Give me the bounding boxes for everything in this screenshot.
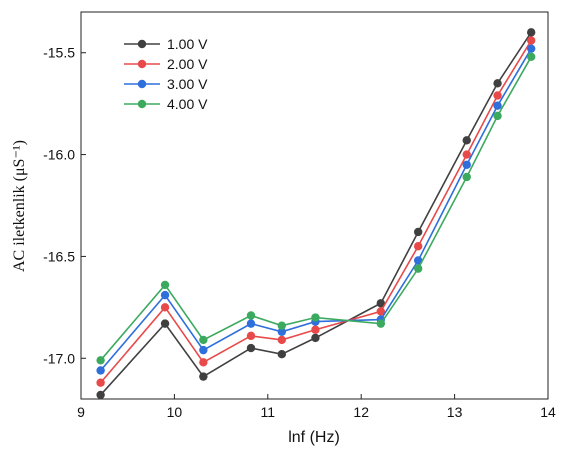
series-2 [96, 36, 536, 387]
x-tick-label: 12 [353, 404, 369, 420]
data-point [493, 101, 502, 110]
data-point [277, 327, 287, 336]
y-tick-label: -16.0 [43, 147, 75, 163]
data-point [199, 358, 208, 367]
data-point [462, 160, 471, 169]
series-1 [96, 28, 536, 400]
x-tick-label: 14 [540, 404, 556, 420]
data-point [413, 264, 423, 273]
data-point [96, 390, 105, 400]
legend-marker [137, 39, 147, 49]
y-tick-label: -16.5 [43, 248, 75, 264]
data-point [246, 311, 256, 320]
data-point [493, 91, 502, 100]
data-point [246, 331, 256, 341]
data-point [246, 319, 256, 328]
data-point [160, 303, 170, 312]
data-point [277, 349, 287, 359]
data-point [160, 319, 170, 328]
legend-marker [137, 59, 147, 69]
data-point [526, 52, 536, 62]
x-tick-label: 10 [167, 404, 183, 420]
data-point [462, 150, 471, 159]
data-point [160, 290, 170, 300]
legend-item: 4.00 V [124, 96, 208, 112]
legend-label: 1.00 V [167, 36, 208, 52]
data-point [493, 111, 502, 121]
legend-label: 2.00 V [167, 56, 208, 72]
data-point [199, 372, 208, 381]
data-point [199, 335, 208, 345]
x-tick-label: 11 [261, 404, 276, 420]
legend-item: 1.00 V [124, 36, 208, 52]
data-point [376, 299, 386, 308]
data-point [96, 366, 105, 375]
data-point [413, 227, 423, 237]
data-point [96, 378, 105, 387]
data-point [413, 256, 423, 265]
data-point [462, 172, 471, 182]
data-point [246, 343, 256, 353]
data-point [311, 325, 320, 334]
data-point [526, 44, 536, 53]
data-point [277, 321, 287, 330]
x-axis-ticks: 9 10 11 12 13 14 [77, 394, 556, 420]
data-point [311, 313, 320, 322]
y-axis-ticks: -15.5 -16.0 -16.5 -17.0 [43, 45, 86, 366]
legend-marker [137, 99, 147, 109]
data-point [462, 136, 471, 145]
series-4 [96, 52, 536, 365]
data-point [160, 280, 170, 290]
y-tick-label: -15.5 [43, 45, 75, 61]
x-tick-label: 9 [77, 404, 85, 420]
x-axis-title: lnf (Hz) [288, 429, 340, 446]
legend: 1.00 V 2.00 V 3.00 V 4.00 V [124, 36, 208, 112]
legend-label: 3.00 V [167, 76, 208, 92]
data-point [526, 28, 536, 37]
data-point [199, 345, 208, 355]
data-point [376, 319, 386, 328]
data-point [311, 333, 320, 343]
y-axis-title: AC iletkenlik (μS⁻¹) [11, 140, 28, 272]
data-point [526, 36, 536, 45]
y-tick-label: -17.0 [43, 350, 75, 366]
legend-item: 2.00 V [124, 56, 208, 72]
series-layer [96, 28, 536, 400]
data-point [493, 79, 502, 88]
data-point [413, 242, 423, 251]
legend-marker [137, 79, 147, 89]
data-point [277, 335, 287, 345]
legend-item: 3.00 V [124, 76, 208, 92]
legend-label: 4.00 V [167, 96, 208, 112]
data-point [376, 307, 386, 316]
x-tick-label: 13 [447, 404, 463, 420]
data-point [96, 356, 105, 365]
